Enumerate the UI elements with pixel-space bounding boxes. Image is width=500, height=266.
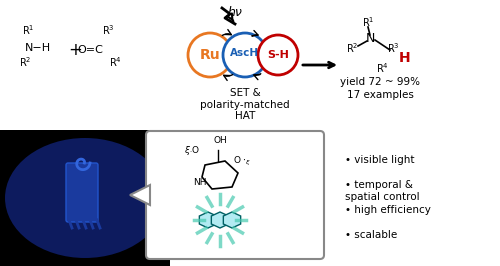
Text: SET &
polarity-matched
HAT: SET & polarity-matched HAT [200, 88, 290, 121]
Text: hν: hν [228, 6, 242, 19]
Text: R$^3$: R$^3$ [102, 23, 114, 37]
Text: O=C: O=C [77, 45, 103, 55]
Polygon shape [212, 212, 228, 228]
Text: R$^4$: R$^4$ [376, 61, 388, 75]
Text: Ru: Ru [200, 48, 220, 62]
Text: 17 examples: 17 examples [346, 90, 414, 100]
Text: • visible light: • visible light [345, 155, 414, 165]
Text: R$^1$: R$^1$ [362, 15, 374, 29]
Text: • scalable: • scalable [345, 230, 397, 240]
Text: H: H [399, 51, 411, 65]
Ellipse shape [5, 138, 165, 258]
Text: S-H: S-H [267, 50, 289, 60]
Text: R$^2$: R$^2$ [346, 41, 358, 55]
Text: • high efficiency: • high efficiency [345, 205, 431, 215]
Text: OH: OH [213, 136, 227, 145]
Text: $\xi_{\cdot}$O: $\xi_{\cdot}$O [184, 144, 200, 157]
FancyBboxPatch shape [146, 131, 324, 259]
Circle shape [188, 33, 232, 77]
Text: N−H: N−H [25, 43, 51, 53]
Text: yield 72 ~ 99%: yield 72 ~ 99% [340, 77, 420, 87]
Bar [0, 130, 170, 266]
Circle shape [223, 33, 267, 77]
Polygon shape [200, 212, 216, 228]
Text: R$^2$: R$^2$ [19, 55, 31, 69]
Text: +: + [68, 41, 82, 59]
Text: R$^4$: R$^4$ [108, 55, 122, 69]
Text: NH: NH [193, 178, 207, 187]
Text: R$^1$: R$^1$ [22, 23, 34, 37]
Polygon shape [224, 212, 240, 228]
FancyBboxPatch shape [66, 163, 98, 222]
Text: O $\cdot_\xi$: O $\cdot_\xi$ [233, 154, 251, 168]
Polygon shape [130, 185, 150, 205]
Text: • temporal &
spatial control: • temporal & spatial control [345, 180, 420, 202]
Text: N: N [366, 31, 374, 44]
Text: AscH: AscH [230, 48, 260, 58]
Circle shape [258, 35, 298, 75]
Text: R$^3$: R$^3$ [386, 41, 400, 55]
